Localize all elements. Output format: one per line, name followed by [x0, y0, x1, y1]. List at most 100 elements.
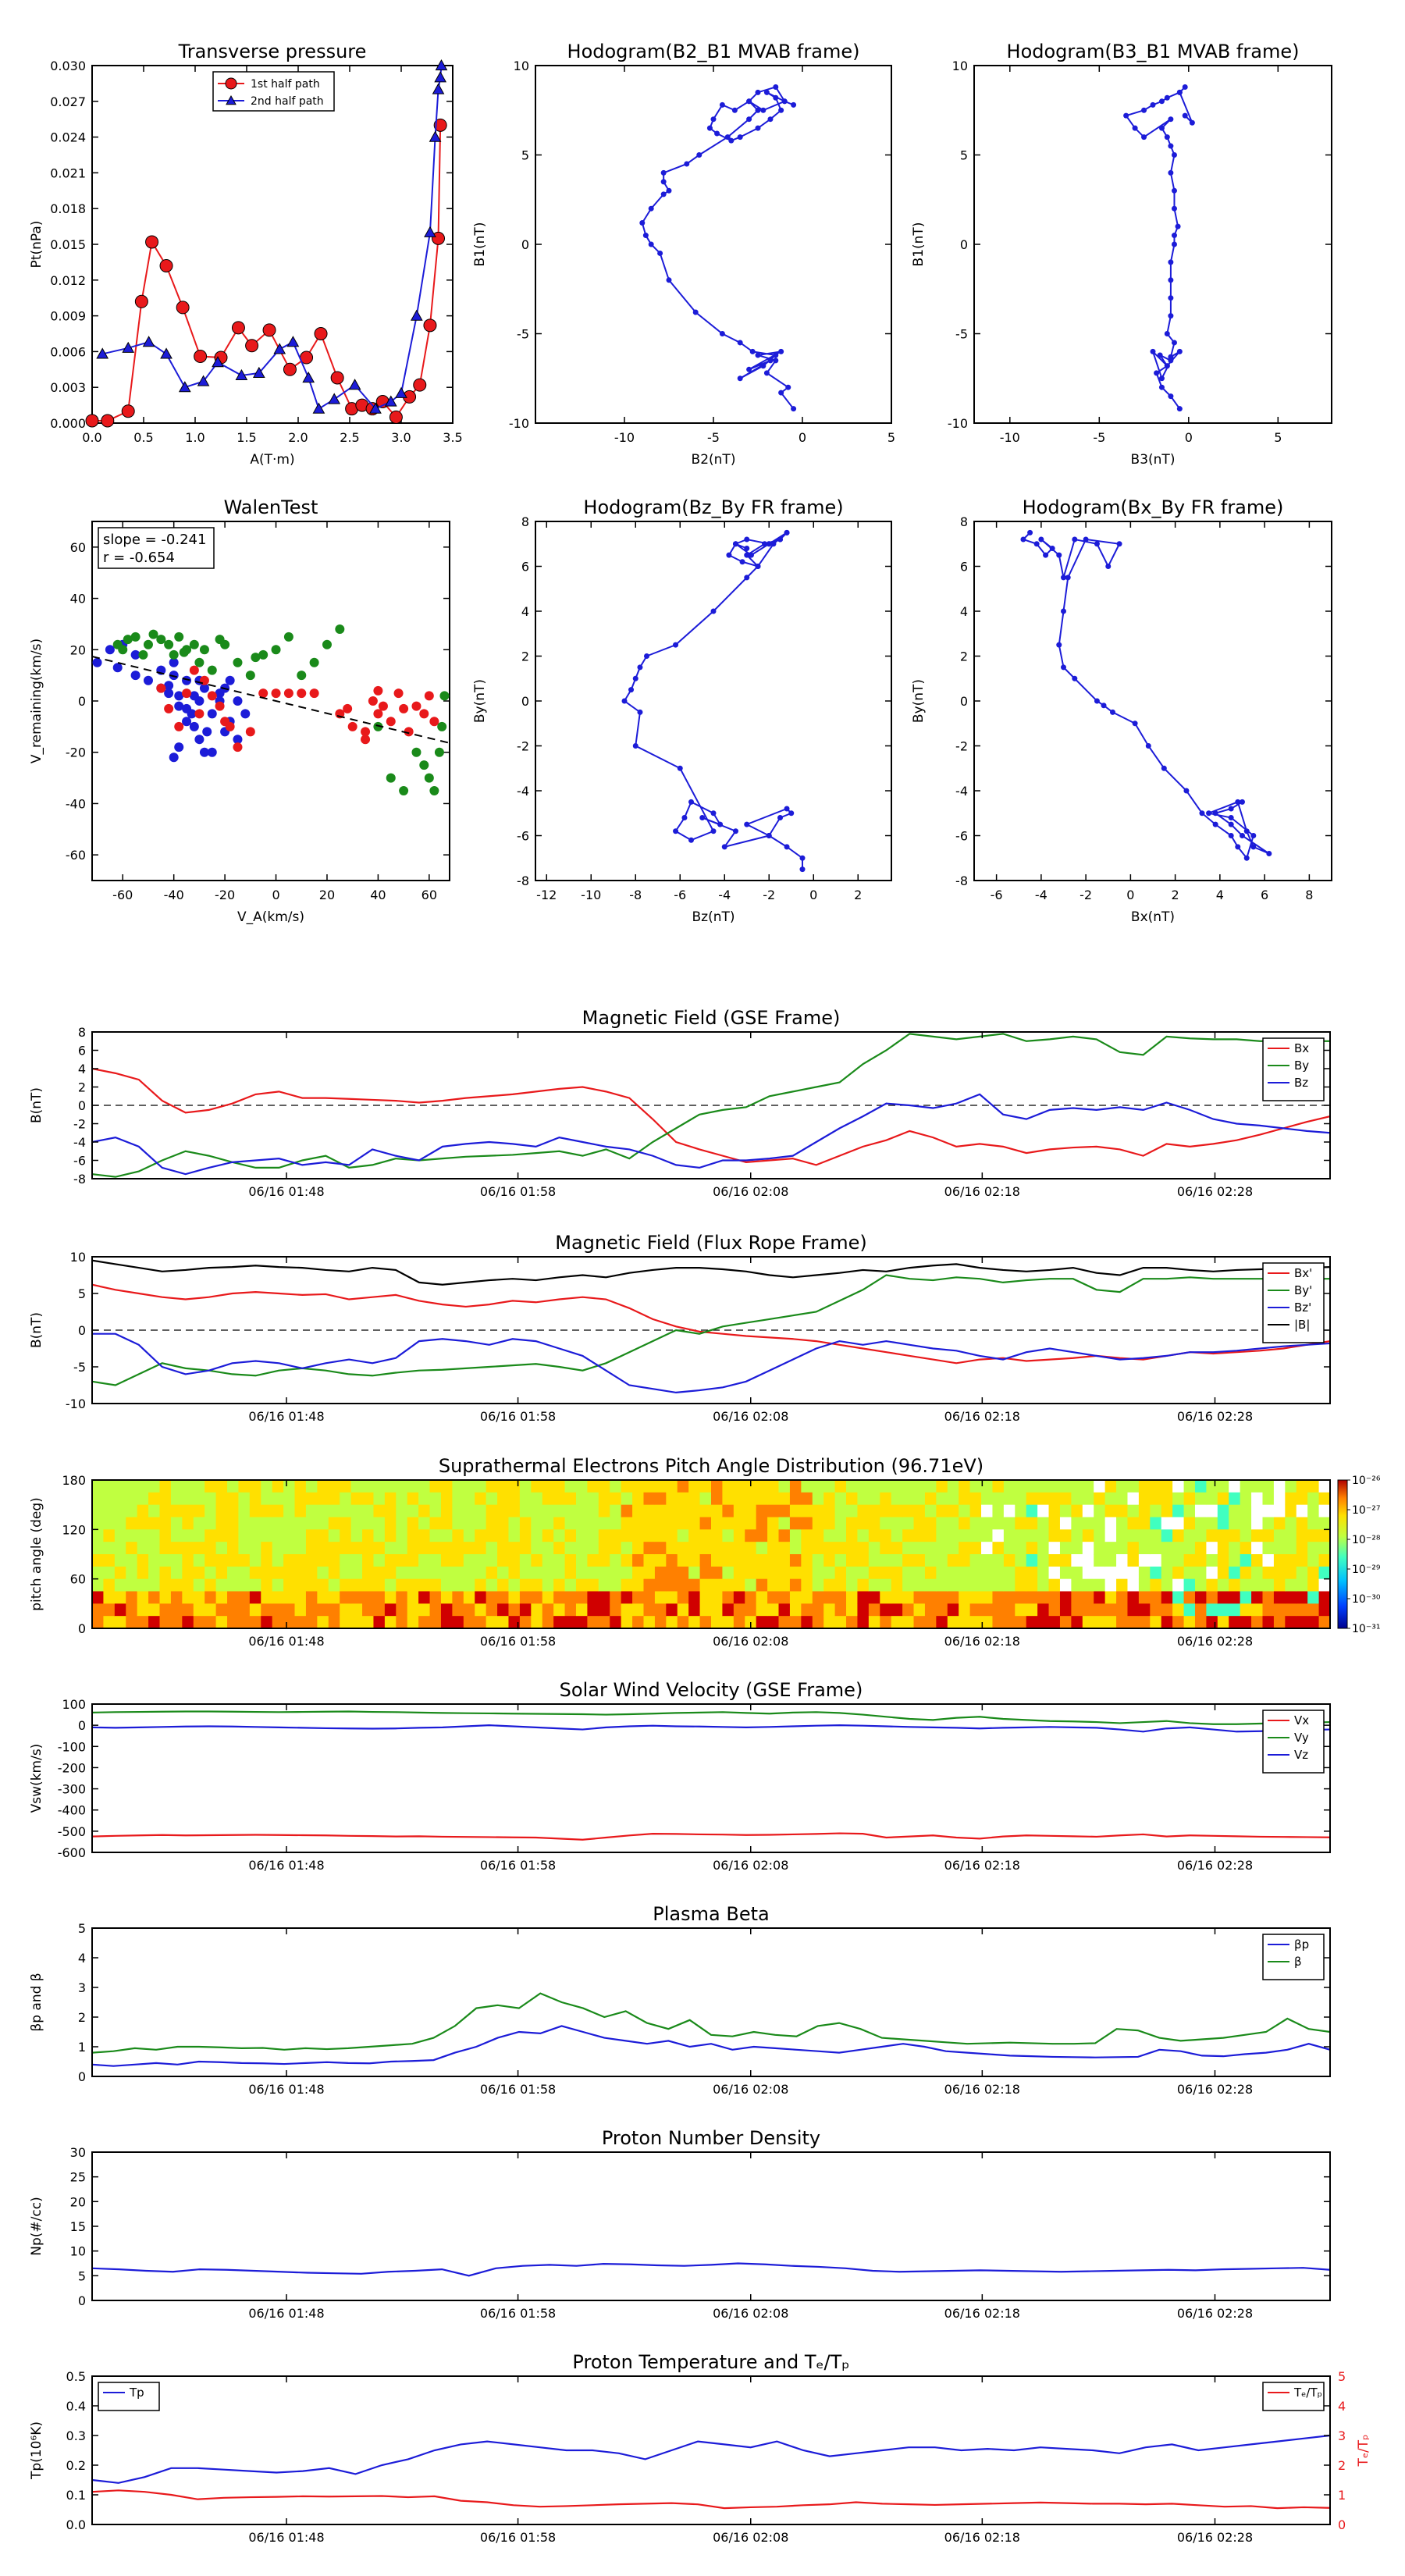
heatmap-cell	[857, 1542, 870, 1555]
heatmap-cell	[1138, 1529, 1151, 1542]
heatmap-cell	[1150, 1603, 1162, 1617]
heatmap-cell	[429, 1517, 442, 1530]
heatmap-cell	[981, 1517, 993, 1530]
heatmap-cell	[497, 1566, 509, 1580]
heatmap-cell	[1318, 1492, 1331, 1506]
heatmap-cell	[114, 1591, 126, 1604]
heatmap-cell	[294, 1578, 307, 1592]
heatmap-cell	[261, 1554, 273, 1567]
heatmap-cell	[227, 1616, 239, 1629]
heatmap-cell	[767, 1554, 780, 1567]
heatmap-cell	[733, 1554, 745, 1567]
y-tick-label: 5	[960, 148, 968, 163]
heatmap-cell	[1026, 1578, 1038, 1592]
data-point	[778, 107, 784, 113]
heatmap-cell	[564, 1542, 577, 1555]
heatmap-cell	[486, 1480, 498, 1493]
heatmap-cell	[227, 1603, 239, 1617]
heatmap-cell	[1127, 1616, 1140, 1629]
heatmap-cell	[677, 1616, 689, 1629]
legend-entry: |B|	[1294, 1318, 1310, 1332]
heatmap-cell	[564, 1578, 577, 1592]
data-point	[763, 89, 770, 95]
heatmap-cell	[1251, 1603, 1263, 1617]
y-right-axis-label: Tₑ/Tₚ	[1356, 2435, 1371, 2467]
x-tick-label: 06/16 02:28	[1177, 2082, 1253, 2097]
data-point	[199, 747, 209, 757]
heatmap-cell	[981, 1566, 993, 1580]
data-point	[1199, 810, 1205, 817]
heatmap-cell	[1296, 1603, 1308, 1617]
heatmap-cell	[834, 1566, 847, 1580]
heatmap-cell	[1026, 1529, 1038, 1542]
heatmap-cell	[475, 1504, 487, 1517]
heatmap-cell	[205, 1578, 217, 1592]
heatmap-cell	[868, 1480, 880, 1493]
heatmap-cell	[1048, 1578, 1061, 1592]
heatmap-cell	[1138, 1591, 1151, 1604]
heatmap-cell	[384, 1578, 397, 1592]
heatmap-cell	[1172, 1603, 1185, 1617]
heatmap-cell	[767, 1542, 780, 1555]
y-tick-label: 0.2	[66, 2458, 86, 2473]
chart-bfr: Magnetic Field (Flux Rope Frame)B(nT)06/…	[29, 1232, 1331, 1424]
heatmap-cell	[1138, 1517, 1151, 1530]
heatmap-cell	[598, 1554, 610, 1567]
data-point	[174, 701, 184, 711]
heatmap-cell	[193, 1529, 205, 1542]
data-point	[433, 118, 447, 132]
heatmap-cell	[373, 1517, 386, 1530]
heatmap-cell	[396, 1504, 408, 1517]
data-point	[423, 318, 437, 333]
heatmap-cell	[981, 1542, 993, 1555]
data-point	[233, 657, 243, 667]
data-point	[312, 402, 325, 414]
heatmap-cell	[508, 1566, 521, 1580]
heatmap-cell	[846, 1603, 858, 1617]
heatmap-cell	[1071, 1542, 1083, 1555]
heatmap-cell	[553, 1591, 566, 1604]
heatmap-cell	[1150, 1517, 1162, 1530]
plot-area	[92, 624, 450, 795]
heatmap-cell	[429, 1529, 442, 1542]
heatmap-cell	[1138, 1578, 1151, 1592]
data-point	[143, 639, 153, 649]
heatmap-cell	[1082, 1616, 1094, 1629]
heatmap-cell	[148, 1492, 161, 1506]
heatmap-cell	[666, 1517, 678, 1530]
heatmap-cell	[328, 1566, 340, 1580]
heatmap-cell	[92, 1554, 104, 1567]
heatmap-cell	[722, 1603, 735, 1617]
heatmap-cell	[756, 1492, 768, 1506]
legend-entry: Bz'	[1294, 1300, 1311, 1315]
heatmap-cell	[857, 1566, 870, 1580]
data-point	[1168, 259, 1174, 265]
heatmap-cell	[947, 1591, 959, 1604]
x-tick-label: -10	[1000, 430, 1020, 445]
heatmap-cell	[418, 1578, 431, 1592]
data-point	[1189, 119, 1195, 126]
heatmap-cell	[553, 1529, 566, 1542]
y-tick-label: -2	[73, 1117, 86, 1132]
heatmap-cell	[699, 1591, 712, 1604]
heatmap-cell	[756, 1517, 768, 1530]
heatmap-cell	[688, 1480, 701, 1493]
data-point	[199, 683, 209, 693]
heatmap-cell	[778, 1603, 791, 1617]
heatmap-cell	[969, 1504, 982, 1517]
heatmap-cell	[1318, 1616, 1331, 1629]
heatmap-cell	[373, 1616, 386, 1629]
heatmap-cell	[857, 1529, 870, 1542]
heatmap-cell	[587, 1542, 599, 1555]
data-point	[1109, 709, 1115, 715]
heatmap-cell	[812, 1542, 824, 1555]
heatmap-cell	[1217, 1542, 1229, 1555]
heatmap-cell	[373, 1480, 386, 1493]
heatmap-cell	[891, 1517, 903, 1530]
heatmap-cell	[1094, 1504, 1106, 1517]
data-point	[434, 747, 444, 757]
heatmap-cell	[497, 1554, 509, 1567]
y-tick-label: 0.006	[50, 344, 86, 359]
heatmap-cell	[1296, 1542, 1308, 1555]
heatmap-cell	[249, 1517, 261, 1530]
